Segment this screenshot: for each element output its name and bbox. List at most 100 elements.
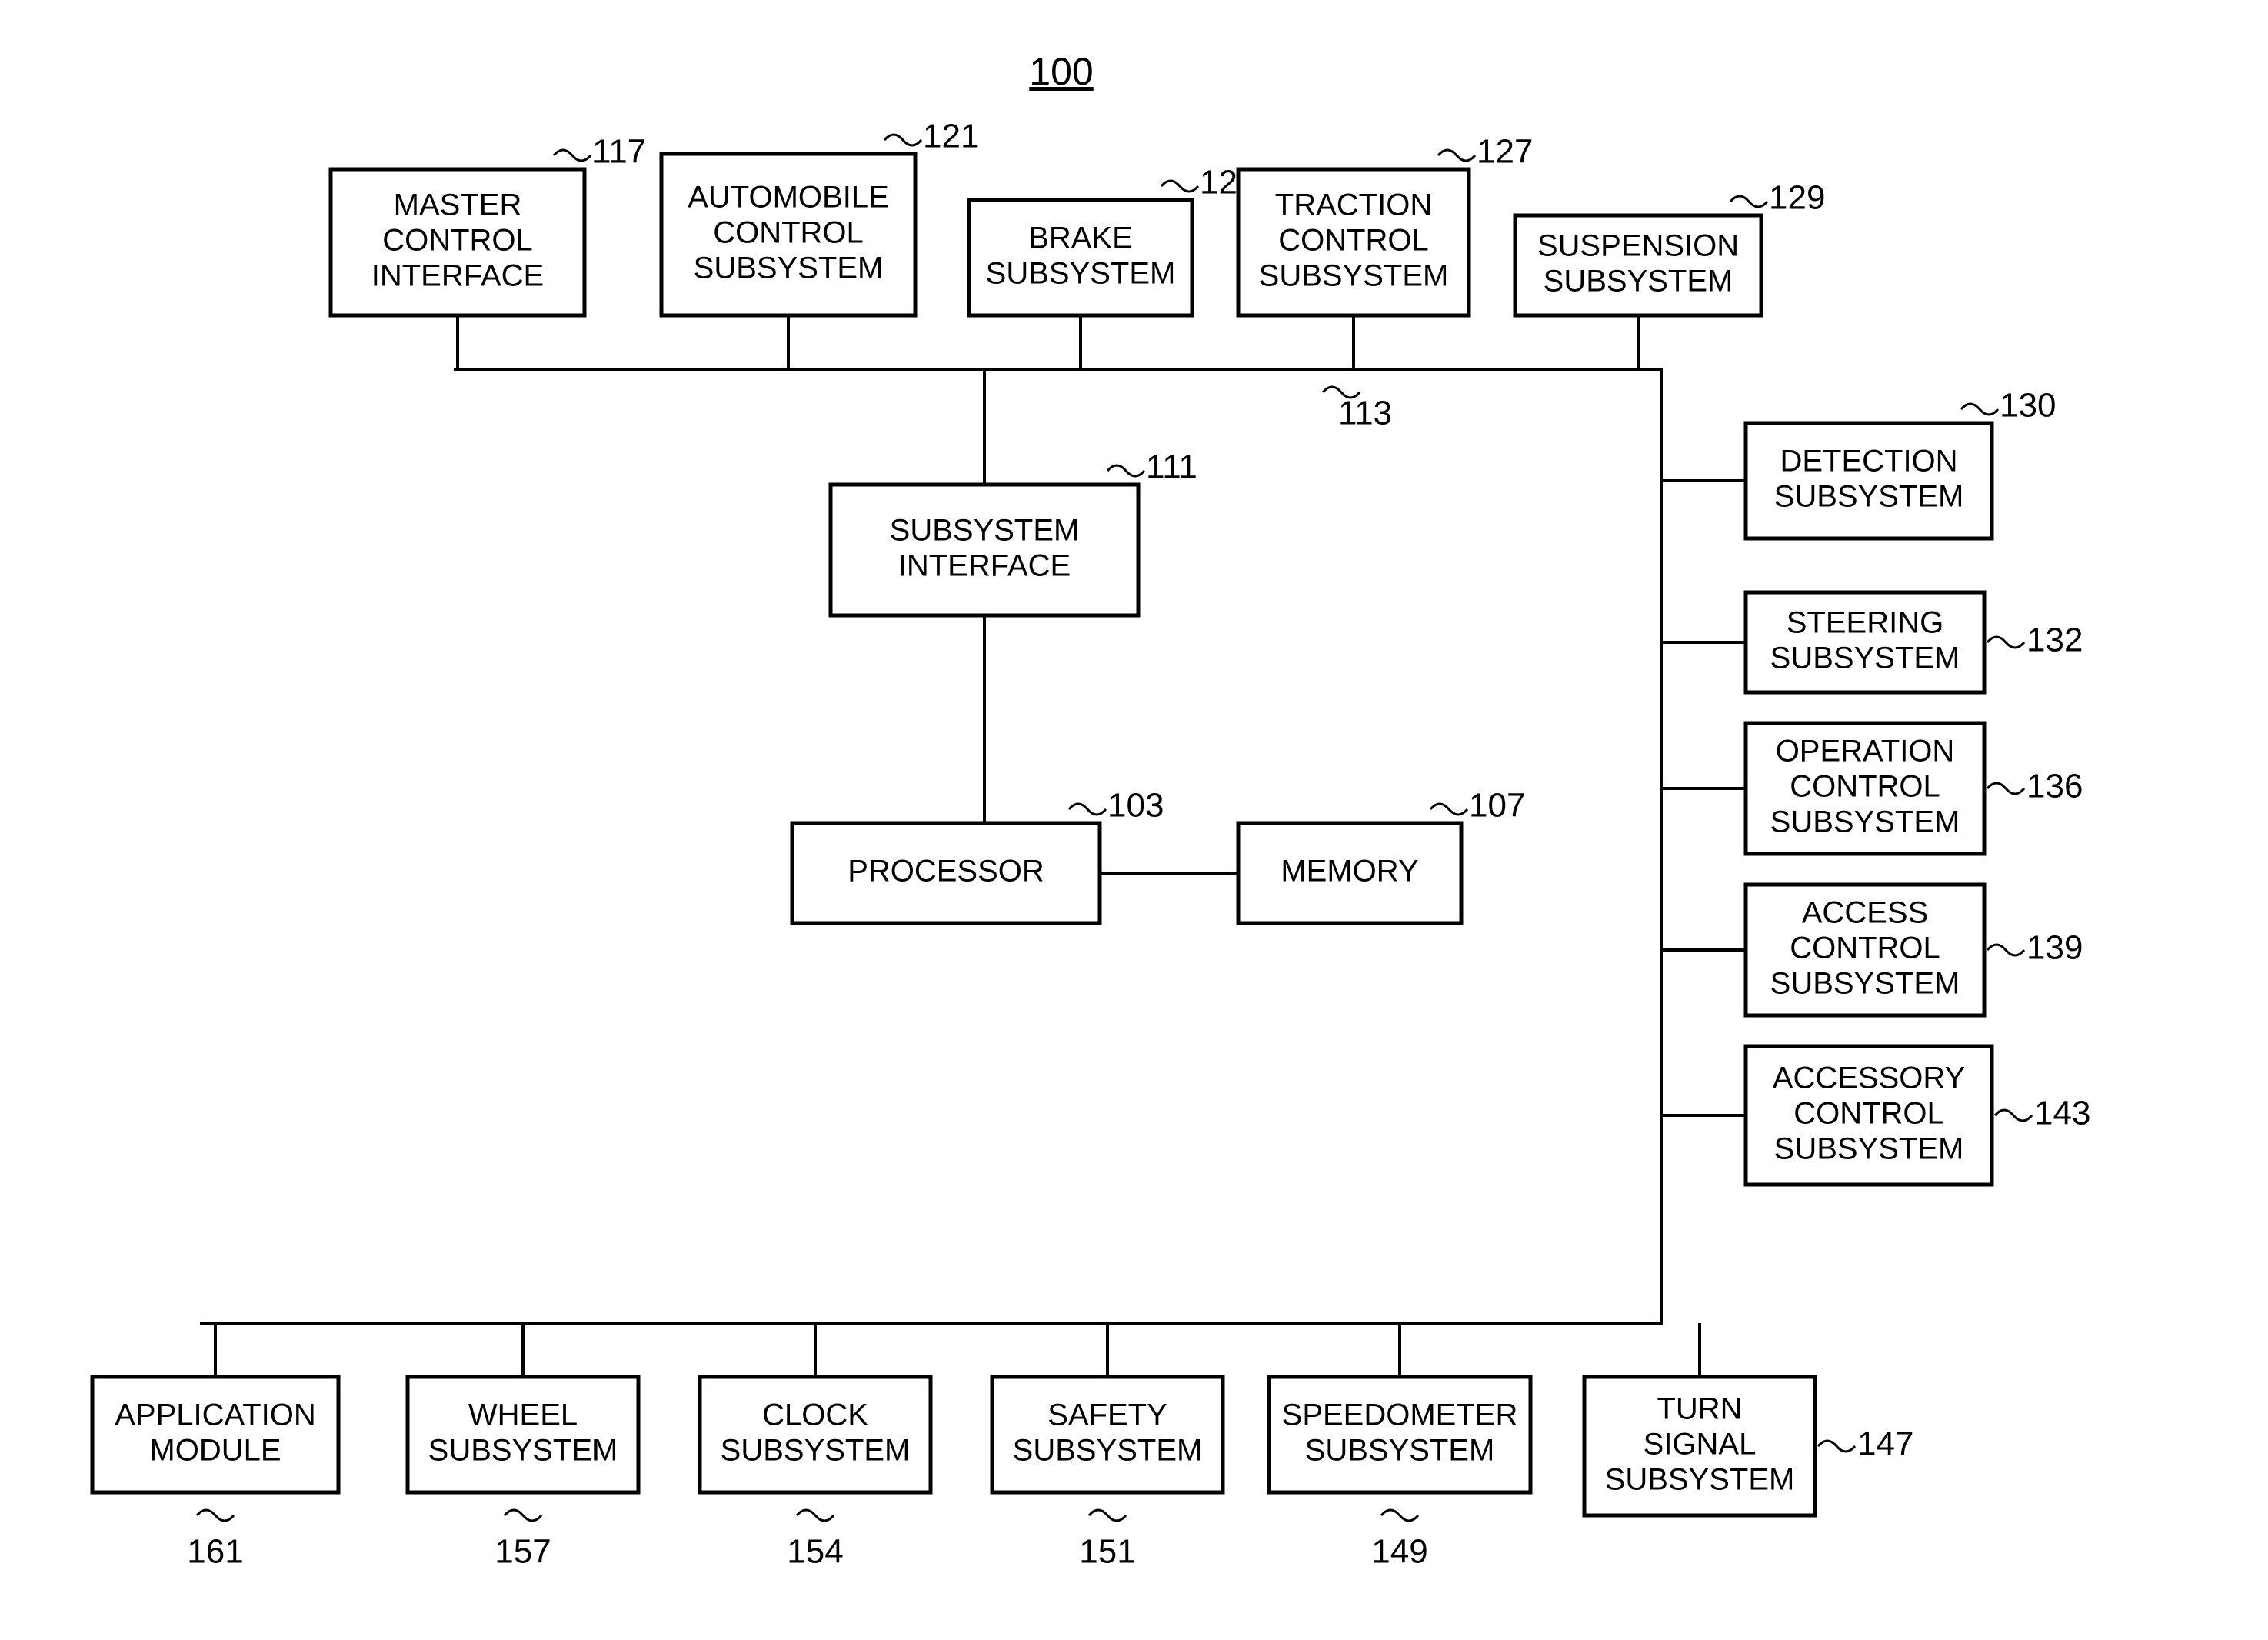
block-diagram: 113100MASTERCONTROLINTERFACE117AUTOMOBIL… — [0, 0, 2268, 1640]
speedometer-subsystem-label-1: SUBSYSTEM — [1305, 1434, 1495, 1468]
safety-subsystem-label-1: SUBSYSTEM — [1013, 1434, 1203, 1468]
ref-151: 151 — [1079, 1533, 1135, 1571]
processor-label-0: PROCESSOR — [848, 855, 1044, 888]
ref-121: 121 — [923, 118, 979, 155]
wheel-subsystem-label-1: SUBSYSTEM — [428, 1434, 618, 1468]
ref-leader-125 — [1161, 181, 1198, 192]
ref-leader-161 — [197, 1510, 234, 1521]
subsystem-interface-label-0: SUBSYSTEM — [890, 514, 1080, 548]
ref-leader-149 — [1381, 1510, 1418, 1521]
application-module: APPLICATIONMODULE 161 — [92, 1377, 338, 1571]
suspension-subsystem-label-0: SUSPENSION — [1537, 229, 1739, 263]
ref-leader-130 — [1961, 404, 1998, 415]
automobile-control-subsystem-label-0: AUTOMOBILE — [688, 181, 889, 215]
steering-subsystem-label-1: SUBSYSTEM — [1770, 642, 1960, 675]
accessory-control-subsystem-label-2: SUBSYSTEM — [1774, 1132, 1964, 1166]
clock-subsystem-label-1: SUBSYSTEM — [721, 1434, 911, 1468]
steering-subsystem-label-0: STEERING — [1787, 606, 1943, 640]
ref-132: 132 — [2027, 622, 2083, 659]
ref-leader-154 — [797, 1510, 834, 1521]
ref-leader-147 — [1818, 1441, 1855, 1452]
automobile-control-subsystem: AUTOMOBILECONTROLSUBSYSTEM 121 — [661, 118, 979, 315]
automobile-control-subsystem-label-1: CONTROL — [713, 216, 864, 250]
automobile-control-subsystem-label-2: SUBSYSTEM — [694, 252, 884, 285]
ref-111: 111 — [1146, 448, 1197, 486]
brake-subsystem: BRAKESUBSYSTEM125 — [969, 164, 1256, 315]
memory: MEMORY 107 — [1238, 787, 1525, 923]
accessory-control-subsystem-label-1: CONTROL — [1793, 1097, 1944, 1131]
operation-control-subsystem-label-2: SUBSYSTEM — [1770, 805, 1960, 839]
ref-leader-132 — [1987, 637, 2024, 648]
ref-leader-157 — [505, 1510, 541, 1521]
subsystem-interface: SUBSYSTEMINTERFACE 111 — [831, 448, 1197, 615]
master-control-interface-label-1: CONTROL — [382, 224, 533, 258]
wheel-subsystem-label-0: WHEEL — [468, 1398, 578, 1432]
access-control-subsystem-label-2: SUBSYSTEM — [1770, 967, 1960, 1001]
traction-control-subsystem: TRACTIONCONTROLSUBSYSTEM 127 — [1238, 133, 1533, 315]
ref-leader-121 — [884, 135, 921, 145]
ref-136: 136 — [2027, 768, 2083, 805]
operation-control-subsystem-label-1: CONTROL — [1790, 770, 1940, 804]
turn-signal-subsystem-label-2: SUBSYSTEM — [1605, 1463, 1795, 1497]
accessory-control-subsystem: ACCESSORYCONTROLSUBSYSTEM 143 — [1746, 1046, 2090, 1185]
operation-control-subsystem-label-0: OPERATION — [1776, 735, 1955, 768]
ref-161: 161 — [187, 1533, 243, 1571]
access-control-subsystem-label-0: ACCESS — [1802, 896, 1929, 930]
ref-157: 157 — [495, 1533, 551, 1571]
master-control-interface-label-2: INTERFACE — [371, 259, 544, 293]
operation-control-subsystem: OPERATIONCONTROLSUBSYSTEM 136 — [1746, 723, 2083, 854]
turn-signal-subsystem: TURNSIGNALSUBSYSTEM147 — [1584, 1377, 1913, 1515]
ref-leader-143 — [1995, 1110, 2032, 1121]
ref-leader-111 — [1107, 465, 1144, 476]
ref-leader-103 — [1069, 804, 1106, 815]
detection-subsystem-label-0: DETECTION — [1780, 445, 1957, 478]
speedometer-subsystem: SPEEDOMETERSUBSYSTEM 149 — [1269, 1377, 1530, 1571]
ref-leader-117 — [554, 150, 591, 161]
ref-139: 139 — [2027, 929, 2083, 967]
application-module-label-0: APPLICATION — [115, 1398, 316, 1432]
ref-leader-139 — [1987, 945, 2024, 955]
subsystem-interface-label-1: INTERFACE — [898, 549, 1071, 583]
application-module-label-1: MODULE — [149, 1434, 281, 1468]
suspension-subsystem: SUSPENSIONSUBSYSTEM 129 — [1515, 179, 1825, 315]
turn-signal-subsystem-label-1: SIGNAL — [1644, 1428, 1757, 1462]
processor: PROCESSOR 103 — [792, 787, 1164, 923]
ref-113: 113 — [1338, 395, 1392, 432]
brake-subsystem-label-1: SUBSYSTEM — [986, 257, 1176, 291]
ref-149: 149 — [1371, 1533, 1427, 1571]
wheel-subsystem: WHEELSUBSYSTEM 157 — [408, 1377, 638, 1571]
access-control-subsystem: ACCESSCONTROLSUBSYSTEM 139 — [1746, 885, 2083, 1015]
clock-subsystem: CLOCKSUBSYSTEM 154 — [700, 1377, 931, 1571]
suspension-subsystem-label-1: SUBSYSTEM — [1544, 265, 1733, 298]
ref-130: 130 — [2000, 387, 2056, 425]
steering-subsystem: STEERINGSUBSYSTEM 132 — [1746, 592, 2083, 692]
ref-leader-136 — [1987, 783, 2024, 794]
safety-subsystem-label-0: SAFETY — [1047, 1398, 1167, 1432]
master-control-interface-label-0: MASTER — [394, 188, 522, 222]
ref-leader-127 — [1438, 150, 1475, 161]
ref-143: 143 — [2034, 1095, 2090, 1132]
ref-107: 107 — [1469, 787, 1525, 825]
clock-subsystem-label-0: CLOCK — [762, 1398, 868, 1432]
traction-control-subsystem-label-2: SUBSYSTEM — [1259, 259, 1449, 293]
access-control-subsystem-label-1: CONTROL — [1790, 932, 1940, 965]
figure-number: 100 — [1029, 50, 1093, 93]
brake-subsystem-label-0: BRAKE — [1028, 222, 1133, 255]
safety-subsystem: SAFETYSUBSYSTEM 151 — [992, 1377, 1223, 1571]
ref-117: 117 — [592, 133, 646, 171]
accessory-control-subsystem-label-0: ACCESSORY — [1773, 1062, 1965, 1095]
ref-127: 127 — [1477, 133, 1533, 171]
ref-147: 147 — [1857, 1425, 1913, 1463]
memory-label-0: MEMORY — [1281, 855, 1418, 888]
ref-154: 154 — [787, 1533, 843, 1571]
ref-103: 103 — [1107, 787, 1164, 825]
ref-leader-107 — [1430, 804, 1467, 815]
speedometer-subsystem-label-0: SPEEDOMETER — [1282, 1398, 1518, 1432]
ref-leader-129 — [1730, 196, 1767, 207]
traction-control-subsystem-label-1: CONTROL — [1278, 224, 1429, 258]
detection-subsystem-label-1: SUBSYSTEM — [1774, 480, 1964, 514]
traction-control-subsystem-label-0: TRACTION — [1275, 188, 1432, 222]
ref-129: 129 — [1769, 179, 1825, 217]
ref-leader-151 — [1089, 1510, 1126, 1521]
detection-subsystem: DETECTIONSUBSYSTEM 130 — [1746, 387, 2056, 538]
